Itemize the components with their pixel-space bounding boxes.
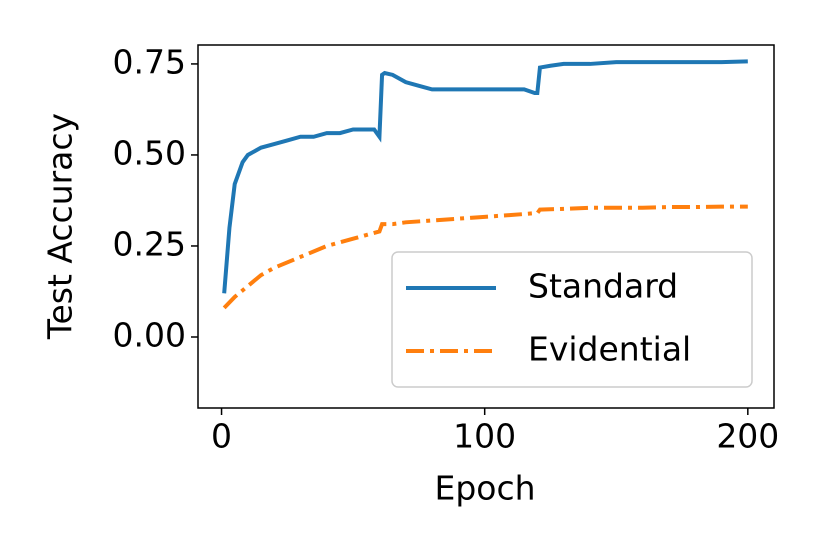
- plot-frame: [197, 44, 775, 409]
- line-series: [222, 59, 748, 294]
- legend: [391, 251, 753, 388]
- x-tick-label: 200: [716, 417, 779, 456]
- x-tick-label: 0: [211, 417, 232, 456]
- y-tick-label: 0.25: [113, 224, 186, 263]
- legend-label: Standard: [528, 267, 678, 306]
- line-series: [222, 204, 748, 310]
- y-tick-label: 0.50: [113, 133, 186, 172]
- legend-label: Evidential: [528, 330, 691, 369]
- y-tick-label: 0.75: [113, 42, 186, 81]
- y-axis-label: Test Accuracy: [41, 113, 80, 340]
- x-tick-label: 100: [453, 417, 516, 456]
- y-tick-label: 0.00: [113, 316, 186, 355]
- x-axis-label: Epoch: [434, 469, 535, 508]
